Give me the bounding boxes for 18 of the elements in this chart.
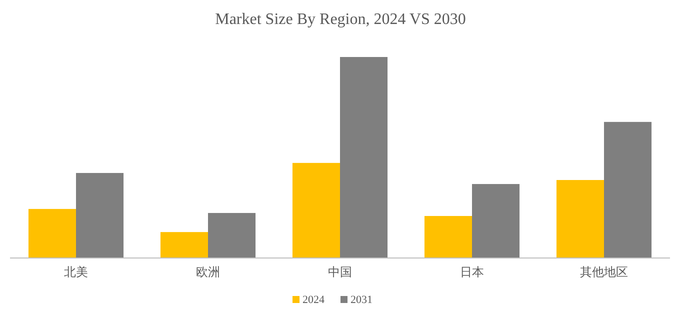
x-tick-label: 中国 — [328, 265, 352, 279]
legend-label: 2024 — [302, 294, 325, 306]
bar — [424, 216, 472, 258]
x-tick-label: 欧洲 — [196, 265, 220, 279]
bar — [604, 122, 652, 258]
bar — [208, 212, 256, 258]
chart-title: Market Size By Region, 2024 VS 2030 — [215, 11, 466, 28]
legend-label: 2031 — [350, 294, 372, 306]
bar — [556, 180, 604, 258]
x-tick-label: 日本 — [460, 265, 484, 279]
bar — [28, 208, 76, 258]
bar — [472, 184, 520, 258]
bar — [76, 172, 124, 258]
bar — [160, 232, 208, 258]
x-tick-label: 其他地区 — [580, 265, 628, 279]
bar — [340, 57, 388, 258]
x-tick-label: 北美 — [64, 265, 88, 279]
bar — [292, 162, 340, 258]
